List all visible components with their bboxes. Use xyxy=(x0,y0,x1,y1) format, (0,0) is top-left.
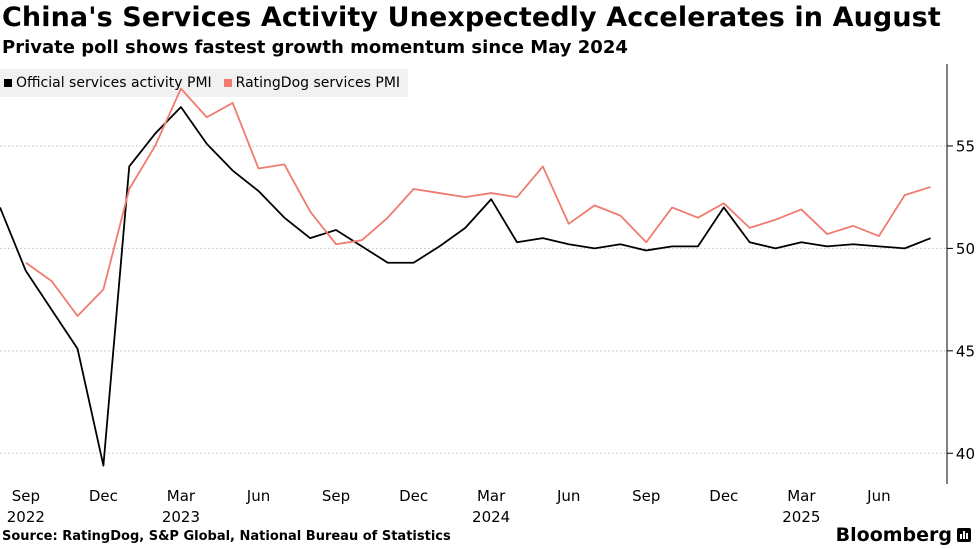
x-tick-label: Dec xyxy=(709,487,738,505)
x-tick-label: Mar xyxy=(787,487,816,505)
legend-label-ratingdog: RatingDog services PMI xyxy=(235,75,401,91)
series-line-official[interactable] xyxy=(0,106,931,467)
y-tick-label: 55 xyxy=(956,137,975,155)
legend-label-official: Official services activity PMI xyxy=(16,75,212,91)
series-layer xyxy=(0,87,931,467)
brand-name: Bloomberg xyxy=(835,524,952,546)
source-note: Source: RatingDog, S&P Global, National … xyxy=(2,529,451,544)
legend-item-official[interactable]: Official services activity PMI xyxy=(4,75,212,91)
x-tick-label: Mar xyxy=(477,487,506,505)
legend-swatch-official xyxy=(4,79,12,87)
x-tick-label: Sep xyxy=(12,487,40,505)
x-tick-label: Jun xyxy=(246,487,270,505)
x-tick-label: Sep xyxy=(632,487,660,505)
series-line-ratingdog[interactable] xyxy=(25,87,931,317)
x-tick-label: Dec xyxy=(89,487,118,505)
x-year-label: 2025 xyxy=(782,508,820,526)
y-tick-label: 40 xyxy=(956,445,975,463)
grid-layer xyxy=(0,145,947,454)
y-tick-label: 50 xyxy=(956,240,975,258)
x-tick-label: Sep xyxy=(322,487,350,505)
x-year-label: 2022 xyxy=(7,508,45,526)
chart-title: China's Services Activity Unexpectedly A… xyxy=(2,2,941,33)
legend-swatch-ratingdog xyxy=(223,79,232,87)
legend: Official services activity PMI RatingDog… xyxy=(0,69,409,97)
y-tick-label: 45 xyxy=(956,342,975,360)
brand-logo: Bloomberg xyxy=(836,524,971,546)
chart-subtitle: Private poll shows fastest growth moment… xyxy=(2,37,628,58)
x-tick-label: Jun xyxy=(556,487,580,505)
legend-item-ratingdog[interactable]: RatingDog services PMI xyxy=(223,75,401,91)
x-tick-label: Dec xyxy=(399,487,428,505)
bloomberg-chart-icon xyxy=(957,528,971,542)
axis-layer: 40 45 50 55 Sep 2022 Dec Mar 2023 Jun Sep Dec Mar 202… xyxy=(7,64,975,526)
x-tick-label: Jun xyxy=(866,487,890,505)
x-tick-label: Mar xyxy=(167,487,196,505)
x-year-label: 2024 xyxy=(472,508,510,526)
x-year-label: 2023 xyxy=(162,508,200,526)
